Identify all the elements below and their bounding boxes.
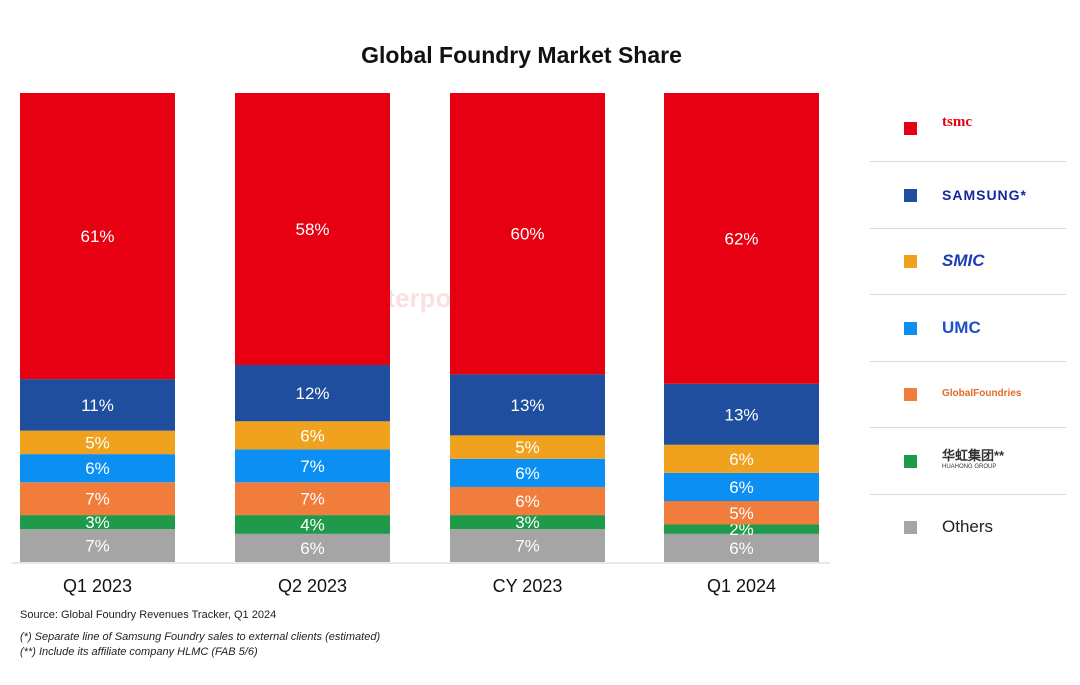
legend-label-others: Others [942, 517, 994, 536]
bar-segment-tsmc-2 [235, 93, 390, 366]
data-label-umc-4: 6% [729, 478, 754, 497]
x-tick-label-1: Q1 2023 [63, 576, 132, 596]
data-label-hua-hong-group-3: 3% [515, 513, 540, 532]
legend-item-tsmc: tsmc [870, 96, 1066, 162]
bar-segment-smic-2 [235, 421, 390, 450]
data-label-umc-1: 6% [85, 459, 110, 478]
legend-divider [870, 361, 1066, 362]
data-label-samsung-3: 13% [510, 396, 544, 415]
stacked-bar-chart: 7% 3% 7% 6% 5% 11% 61% Q1 2023 6% 4% 7% 7% 6% 12% 58% Q… [12, 93, 830, 596]
bar-segment-globalfoundries-1 [20, 482, 175, 516]
bar-segment-umc-1 [20, 454, 175, 483]
x-tick-label-4: Q1 2024 [707, 576, 776, 596]
footer-note-samsung: (*) Separate line of Samsung Foundry sal… [20, 631, 381, 643]
data-label-samsung-4: 13% [724, 405, 758, 424]
data-label-tsmc-4: 62% [724, 229, 758, 248]
legend-label-hua-hong-group: 华虹集团** HUAHONG GROUP [942, 448, 1005, 470]
bar-segment-umc-4 [664, 472, 819, 502]
legend-item-hua-hong-group: 华虹集团** HUAHONG GROUP [870, 429, 1066, 495]
bar-segment-globalfoundries-3 [450, 486, 605, 516]
bar-segment-others-3 [450, 529, 605, 562]
bar-segment-hua-hong-group-1 [20, 515, 175, 530]
chart-title: Global Foundry Market Share [361, 42, 682, 68]
data-label-smic-2: 6% [300, 426, 325, 445]
legend-divider [870, 161, 1066, 162]
data-label-globalfoundries-1: 7% [85, 490, 110, 509]
legend-label-tsmc: tsmc [942, 114, 972, 130]
bar-segment-umc-3 [450, 458, 605, 487]
data-label-hua-hong-group-1: 3% [85, 513, 110, 532]
legend-item-others: Others [870, 495, 1066, 561]
data-label-globalfoundries-3: 6% [515, 492, 540, 511]
data-label-others-3: 7% [515, 537, 540, 556]
bar-segment-others-1 [20, 529, 175, 562]
legend-label-samsung: SAMSUNG* [942, 187, 1028, 203]
bar-segment-smic-1 [20, 430, 175, 455]
data-label-tsmc-3: 60% [510, 225, 544, 244]
bar-segment-tsmc-1 [20, 93, 175, 380]
bar-segment-globalfoundries-2 [235, 482, 390, 516]
legend-divider [870, 294, 1066, 295]
legend-item-umc: UMC [870, 296, 1066, 362]
legend-label-globalfoundries: GlobalFoundries [942, 388, 1022, 399]
legend-label-umc: UMC [942, 318, 981, 337]
data-label-globalfoundries-4: 5% [729, 504, 754, 523]
bar-segment-samsung-1 [20, 379, 175, 431]
legend-divider [870, 427, 1066, 428]
legend-label-smic: SMIC [942, 251, 985, 270]
bar-segment-smic-3 [450, 435, 605, 459]
legend-swatch [904, 322, 917, 335]
x-tick-label-2: Q2 2023 [278, 576, 347, 596]
legend-swatch [904, 521, 917, 534]
bar-segment-others-4 [664, 533, 819, 562]
data-label-umc-3: 6% [515, 464, 540, 483]
x-tick-label-3: CY 2023 [493, 576, 563, 596]
footer-note-huahong: (**) Include its affiliate company HLMC … [20, 646, 258, 658]
data-label-samsung-1: 11% [81, 396, 114, 415]
legend-item-smic: SMIC [870, 229, 1066, 295]
data-label-umc-2: 7% [300, 457, 325, 476]
data-label-others-4: 6% [729, 539, 754, 558]
data-label-hua-hong-group-2: 4% [300, 515, 325, 534]
data-label-smic-3: 5% [515, 438, 540, 457]
bar-segment-umc-2 [235, 449, 390, 483]
data-label-tsmc-2: 58% [295, 220, 329, 239]
bar-segment-others-2 [235, 533, 390, 562]
legend-divider [870, 228, 1066, 229]
data-label-smic-1: 5% [85, 433, 110, 452]
bar-segment-hua-hong-group-2 [235, 515, 390, 534]
bar-segment-hua-hong-group-4 [664, 524, 819, 534]
legend-divider [870, 494, 1066, 495]
legend-swatch [904, 189, 917, 202]
data-label-others-1: 7% [85, 537, 110, 556]
legend-swatch [904, 122, 917, 135]
legend-sublabel: HUAHONG GROUP [942, 464, 997, 470]
data-label-samsung-2: 12% [295, 384, 329, 403]
bar-segment-hua-hong-group-3 [450, 515, 605, 530]
legend-swatch [904, 455, 917, 468]
data-label-others-2: 6% [300, 539, 325, 558]
bar-segment-samsung-3 [450, 374, 605, 436]
data-label-hua-hong-group-4: 2% [729, 520, 754, 539]
legend-item-globalfoundries: GlobalFoundries [870, 362, 1066, 428]
bar-segment-samsung-2 [235, 365, 390, 422]
data-label-tsmc-1: 61% [80, 227, 114, 246]
data-label-smic-4: 6% [729, 450, 754, 469]
bar-segment-tsmc-3 [450, 93, 605, 375]
bar-segment-smic-4 [664, 444, 819, 473]
footer-source: Source: Global Foundry Revenues Tracker,… [20, 609, 277, 621]
bar-segment-samsung-4 [664, 383, 819, 445]
bar-segment-tsmc-4 [664, 93, 819, 384]
legend-swatch [904, 255, 917, 268]
legend-swatch [904, 388, 917, 401]
data-label-globalfoundries-2: 7% [300, 490, 325, 509]
legend-item-samsung: SAMSUNG* [870, 163, 1066, 229]
bar-segment-globalfoundries-4 [664, 501, 819, 525]
